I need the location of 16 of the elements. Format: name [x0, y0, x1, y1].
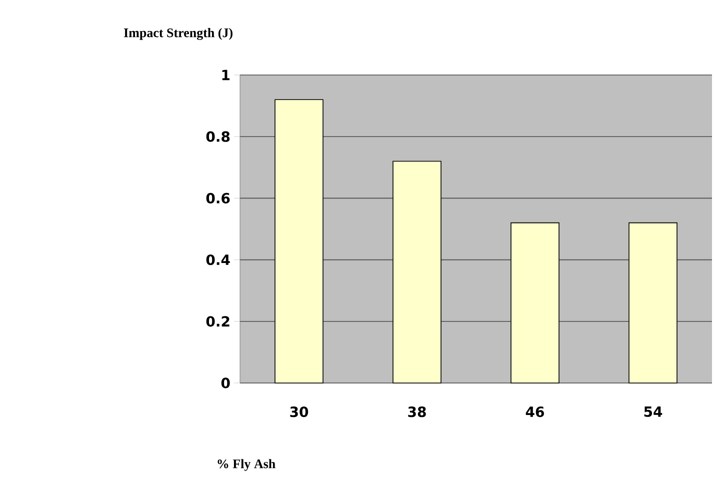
- y-tick-label: 1: [222, 70, 230, 80]
- x-tick-label: 54: [644, 406, 662, 417]
- bar: [510, 222, 560, 384]
- x-tick-label: 30: [290, 406, 308, 418]
- bar: [392, 160, 442, 384]
- y-tick-label: 0.4: [206, 254, 230, 266]
- x-axis-title: % Fly Ash: [218, 459, 276, 471]
- x-tick-label: 46: [526, 406, 544, 418]
- x-tick-label: 38: [408, 406, 426, 418]
- y-tick-label: 0.6: [206, 192, 230, 204]
- y-tick-label: 0: [221, 378, 230, 388]
- bar: [274, 99, 324, 384]
- y-tick-label: 0.8: [206, 131, 230, 142]
- bar: [628, 222, 678, 384]
- chart-title: Impact Strength (J): [124, 28, 232, 40]
- y-tick-label: 0.2: [206, 316, 230, 327]
